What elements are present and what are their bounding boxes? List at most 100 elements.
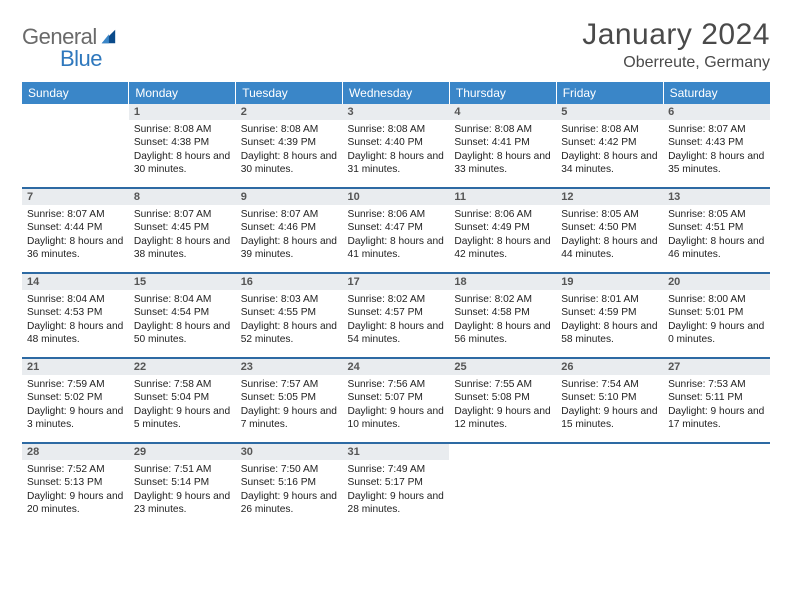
sunrise-text: Sunrise: 8:07 AM xyxy=(27,208,124,221)
day-number: 25 xyxy=(449,359,556,375)
sunset-text: Sunset: 5:04 PM xyxy=(134,391,231,404)
day-details: Sunrise: 7:51 AMSunset: 5:14 PMDaylight:… xyxy=(129,460,236,521)
sunset-text: Sunset: 5:05 PM xyxy=(241,391,338,404)
daylight-text: Daylight: 9 hours and 12 minutes. xyxy=(454,405,551,432)
sunset-text: Sunset: 5:07 PM xyxy=(348,391,445,404)
sunrise-text: Sunrise: 8:01 AM xyxy=(561,293,658,306)
day-number: 7 xyxy=(22,189,129,205)
day-number: 16 xyxy=(236,274,343,290)
calendar-day-cell: 14Sunrise: 8:04 AMSunset: 4:53 PMDayligh… xyxy=(22,274,129,358)
calendar-week: 21Sunrise: 7:59 AMSunset: 5:02 PMDayligh… xyxy=(22,359,770,443)
sunrise-text: Sunrise: 8:06 AM xyxy=(348,208,445,221)
day-details: Sunrise: 7:52 AMSunset: 5:13 PMDaylight:… xyxy=(22,460,129,521)
calendar-week: 1Sunrise: 8:08 AMSunset: 4:38 PMDaylight… xyxy=(22,104,770,188)
calendar-week: 7Sunrise: 8:07 AMSunset: 4:44 PMDaylight… xyxy=(22,189,770,273)
calendar-day-cell: 1Sunrise: 8:08 AMSunset: 4:38 PMDaylight… xyxy=(129,104,236,188)
daylight-text: Daylight: 8 hours and 58 minutes. xyxy=(561,320,658,347)
day-details: Sunrise: 8:08 AMSunset: 4:39 PMDaylight:… xyxy=(236,120,343,181)
daylight-text: Daylight: 8 hours and 30 minutes. xyxy=(241,150,338,177)
page-header: GeneralBlue January 2024 Oberreute, Germ… xyxy=(22,18,770,72)
sunset-text: Sunset: 4:53 PM xyxy=(27,306,124,319)
day-details: Sunrise: 8:02 AMSunset: 4:58 PMDaylight:… xyxy=(449,290,556,351)
sunset-text: Sunset: 5:01 PM xyxy=(668,306,765,319)
sunrise-text: Sunrise: 8:05 AM xyxy=(561,208,658,221)
day-details: Sunrise: 8:05 AMSunset: 4:51 PMDaylight:… xyxy=(663,205,770,266)
sunset-text: Sunset: 4:44 PM xyxy=(27,221,124,234)
sunset-text: Sunset: 4:38 PM xyxy=(134,136,231,149)
daylight-text: Daylight: 8 hours and 52 minutes. xyxy=(241,320,338,347)
sunrise-text: Sunrise: 7:54 AM xyxy=(561,378,658,391)
sunrise-text: Sunrise: 7:50 AM xyxy=(241,463,338,476)
sunset-text: Sunset: 4:58 PM xyxy=(454,306,551,319)
title-block: January 2024 Oberreute, Germany xyxy=(582,18,770,72)
sunset-text: Sunset: 4:51 PM xyxy=(668,221,765,234)
day-number: 27 xyxy=(663,359,770,375)
calendar-day-cell: 12Sunrise: 8:05 AMSunset: 4:50 PMDayligh… xyxy=(556,189,663,273)
day-details: Sunrise: 8:08 AMSunset: 4:38 PMDaylight:… xyxy=(129,120,236,181)
sunset-text: Sunset: 4:41 PM xyxy=(454,136,551,149)
daylight-text: Daylight: 9 hours and 26 minutes. xyxy=(241,490,338,517)
calendar-day-cell: 19Sunrise: 8:01 AMSunset: 4:59 PMDayligh… xyxy=(556,274,663,358)
location-subtitle: Oberreute, Germany xyxy=(582,54,770,72)
sunrise-text: Sunrise: 8:03 AM xyxy=(241,293,338,306)
daylight-text: Daylight: 8 hours and 30 minutes. xyxy=(134,150,231,177)
daylight-text: Daylight: 8 hours and 38 minutes. xyxy=(134,235,231,262)
sunrise-text: Sunrise: 8:04 AM xyxy=(27,293,124,306)
calendar-day-cell: 30Sunrise: 7:50 AMSunset: 5:16 PMDayligh… xyxy=(236,444,343,528)
sunset-text: Sunset: 5:10 PM xyxy=(561,391,658,404)
calendar-table: SundayMondayTuesdayWednesdayThursdayFrid… xyxy=(22,82,770,528)
daylight-text: Daylight: 8 hours and 46 minutes. xyxy=(668,235,765,262)
calendar-day-cell: 4Sunrise: 8:08 AMSunset: 4:41 PMDaylight… xyxy=(449,104,556,188)
sunrise-text: Sunrise: 8:07 AM xyxy=(241,208,338,221)
day-number: 21 xyxy=(22,359,129,375)
sunrise-text: Sunrise: 8:04 AM xyxy=(134,293,231,306)
day-details: Sunrise: 8:04 AMSunset: 4:53 PMDaylight:… xyxy=(22,290,129,351)
day-details: Sunrise: 7:54 AMSunset: 5:10 PMDaylight:… xyxy=(556,375,663,436)
calendar-day-cell: 25Sunrise: 7:55 AMSunset: 5:08 PMDayligh… xyxy=(449,359,556,443)
calendar-day-cell: 21Sunrise: 7:59 AMSunset: 5:02 PMDayligh… xyxy=(22,359,129,443)
day-number: 10 xyxy=(343,189,450,205)
sunrise-text: Sunrise: 7:57 AM xyxy=(241,378,338,391)
month-title: January 2024 xyxy=(582,18,770,52)
sunset-text: Sunset: 4:59 PM xyxy=(561,306,658,319)
day-details xyxy=(449,448,556,455)
sunset-text: Sunset: 4:45 PM xyxy=(134,221,231,234)
day-number: 23 xyxy=(236,359,343,375)
day-number: 20 xyxy=(663,274,770,290)
sunrise-text: Sunrise: 8:08 AM xyxy=(561,123,658,136)
weekday-header: Saturday xyxy=(663,82,770,104)
daylight-text: Daylight: 9 hours and 17 minutes. xyxy=(668,405,765,432)
daylight-text: Daylight: 8 hours and 56 minutes. xyxy=(454,320,551,347)
day-number: 17 xyxy=(343,274,450,290)
day-details: Sunrise: 8:03 AMSunset: 4:55 PMDaylight:… xyxy=(236,290,343,351)
calendar-day-cell: 3Sunrise: 8:08 AMSunset: 4:40 PMDaylight… xyxy=(343,104,450,188)
sunrise-text: Sunrise: 8:08 AM xyxy=(134,123,231,136)
calendar-head: SundayMondayTuesdayWednesdayThursdayFrid… xyxy=(22,82,770,104)
day-details: Sunrise: 8:06 AMSunset: 4:47 PMDaylight:… xyxy=(343,205,450,266)
day-number: 1 xyxy=(129,104,236,120)
day-details: Sunrise: 8:06 AMSunset: 4:49 PMDaylight:… xyxy=(449,205,556,266)
sunset-text: Sunset: 4:57 PM xyxy=(348,306,445,319)
sunrise-text: Sunrise: 8:02 AM xyxy=(454,293,551,306)
daylight-text: Daylight: 9 hours and 15 minutes. xyxy=(561,405,658,432)
day-number: 28 xyxy=(22,444,129,460)
day-details xyxy=(22,108,129,115)
logo: GeneralBlue xyxy=(22,18,117,72)
sunrise-text: Sunrise: 8:05 AM xyxy=(668,208,765,221)
calendar-day-cell: 27Sunrise: 7:53 AMSunset: 5:11 PMDayligh… xyxy=(663,359,770,443)
calendar-day-cell: 17Sunrise: 8:02 AMSunset: 4:57 PMDayligh… xyxy=(343,274,450,358)
day-details: Sunrise: 7:55 AMSunset: 5:08 PMDaylight:… xyxy=(449,375,556,436)
sunset-text: Sunset: 4:46 PM xyxy=(241,221,338,234)
daylight-text: Daylight: 9 hours and 5 minutes. xyxy=(134,405,231,432)
day-number: 29 xyxy=(129,444,236,460)
sunset-text: Sunset: 5:13 PM xyxy=(27,476,124,489)
day-number: 26 xyxy=(556,359,663,375)
daylight-text: Daylight: 9 hours and 28 minutes. xyxy=(348,490,445,517)
day-number: 5 xyxy=(556,104,663,120)
calendar-day-cell: 22Sunrise: 7:58 AMSunset: 5:04 PMDayligh… xyxy=(129,359,236,443)
calendar-week: 14Sunrise: 8:04 AMSunset: 4:53 PMDayligh… xyxy=(22,274,770,358)
calendar-day-cell: 29Sunrise: 7:51 AMSunset: 5:14 PMDayligh… xyxy=(129,444,236,528)
sunset-text: Sunset: 4:54 PM xyxy=(134,306,231,319)
daylight-text: Daylight: 8 hours and 31 minutes. xyxy=(348,150,445,177)
calendar-day-cell: 26Sunrise: 7:54 AMSunset: 5:10 PMDayligh… xyxy=(556,359,663,443)
